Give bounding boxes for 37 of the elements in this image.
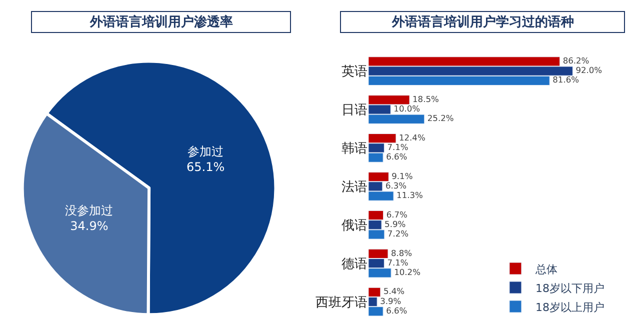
y-tick-label: 英语 <box>341 64 368 80</box>
data-label: 10.2% <box>394 267 421 278</box>
y-tick-label: 法语 <box>341 180 368 195</box>
slice-label: 参加过 <box>188 144 224 159</box>
data-label: 5.9% <box>384 218 406 229</box>
data-label: 18.5% <box>412 94 439 104</box>
data-label: 65.1% <box>186 160 225 174</box>
y-tick-label: 德语 <box>341 256 368 272</box>
data-label: 92.0% <box>576 65 602 76</box>
chart-title: 外语语言培训用户渗透率 <box>88 14 233 30</box>
data-label: 7.1% <box>387 142 408 152</box>
data-label: 12.4% <box>398 132 426 142</box>
data-label: 86.2% <box>562 56 590 66</box>
data-label: 7.2% <box>387 228 409 239</box>
data-label: 81.6% <box>552 74 580 85</box>
chart-title: 外语语言培训用户学习过的语种 <box>391 14 574 30</box>
data-label: 6.6% <box>386 305 408 316</box>
y-tick-label: 俄语 <box>341 218 368 234</box>
data-label: 6.7% <box>386 209 408 220</box>
data-label: 34.9% <box>70 219 108 234</box>
data-label: 5.4% <box>383 286 405 296</box>
legend-label: 18岁以下用户 <box>535 282 604 295</box>
y-tick-label: 日语 <box>341 103 368 118</box>
data-label: 7.1% <box>387 257 408 268</box>
y-tick-label: 西班牙语 <box>315 295 368 310</box>
slice-label: 没参加过 <box>65 203 114 218</box>
data-label: 6.6% <box>386 152 408 162</box>
data-label: 25.2% <box>427 113 454 124</box>
data-label: 10.0% <box>394 104 420 114</box>
data-label: 6.3% <box>385 180 407 190</box>
legend-label: 18岁以上用户 <box>535 300 604 314</box>
data-label: 3.9% <box>380 296 402 306</box>
legend-label: 总体 <box>534 262 558 276</box>
data-label: 11.3% <box>396 190 424 200</box>
y-tick-label: 韩语 <box>341 142 368 157</box>
data-label: 8.8% <box>390 248 412 258</box>
data-label: 9.1% <box>392 170 413 181</box>
